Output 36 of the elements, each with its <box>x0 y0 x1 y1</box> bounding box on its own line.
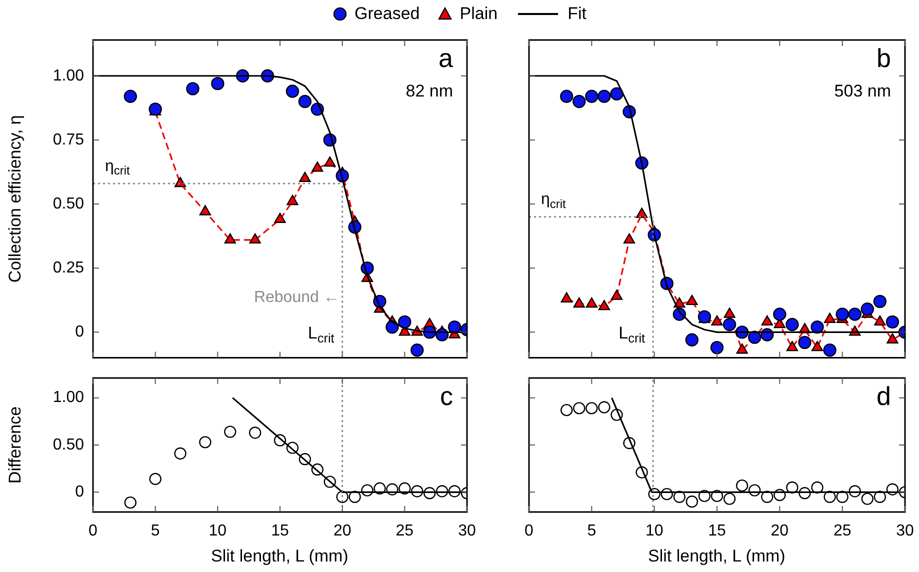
x-tick-label: 20 <box>770 522 789 540</box>
x-tick-label: 30 <box>896 522 914 540</box>
annotation: 503 nm <box>834 82 891 101</box>
y-tick-label: 0.50 <box>52 195 84 212</box>
x-tick-label: 10 <box>208 522 227 540</box>
y-tick-label: 0.25 <box>52 260 84 277</box>
x-tick-label: 0 <box>88 522 98 540</box>
x-tick-label: 20 <box>333 522 352 540</box>
y-axis-title: Collection efficiency, η <box>6 115 25 283</box>
legend-label: Fit <box>568 4 586 24</box>
x-tick-label: 10 <box>645 522 664 540</box>
y-tick-label: 0 <box>75 484 84 501</box>
y-tick-label: 1.00 <box>52 389 84 406</box>
x-tick-label: 15 <box>271 522 289 540</box>
x-tick-label: 25 <box>396 522 414 540</box>
x-tick-label: 15 <box>708 522 726 540</box>
x-tick-label: 25 <box>833 522 852 540</box>
annotation: a <box>438 43 454 74</box>
y-axis-title: Difference <box>6 406 25 484</box>
x-tick-label: 5 <box>587 522 596 540</box>
annotation: d <box>876 381 892 412</box>
y-tick-label: 0 <box>75 324 84 341</box>
y-tick-label: 0.50 <box>52 436 84 454</box>
annotation: 82 nm <box>406 82 453 101</box>
legend-label: Plain <box>460 4 498 24</box>
y-tick-label: 0.75 <box>52 131 84 148</box>
annotation: c <box>440 381 453 412</box>
x-tick-label: 0 <box>524 522 534 540</box>
x-tick-label: 30 <box>458 522 476 540</box>
y-tick-label: 1.00 <box>52 67 84 84</box>
annotation: Rebound ← <box>254 288 340 306</box>
x-axis-title: Slit length, L (mm) <box>211 546 348 566</box>
legend-label: Greased <box>354 4 420 24</box>
x-axis-title: Slit length, L (mm) <box>648 546 786 566</box>
x-tick-label: 5 <box>150 522 160 540</box>
annotation: b <box>876 43 892 74</box>
